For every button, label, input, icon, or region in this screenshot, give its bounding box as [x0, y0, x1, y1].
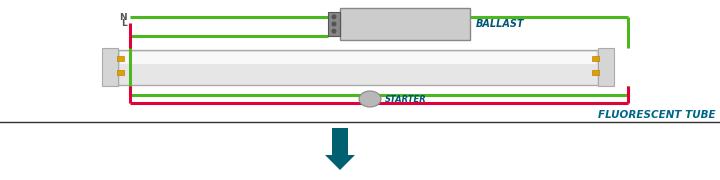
Bar — [328, 12, 340, 36]
Bar — [117, 56, 124, 61]
Bar — [592, 56, 599, 61]
Polygon shape — [325, 128, 355, 170]
Bar — [598, 48, 614, 86]
Circle shape — [332, 22, 336, 26]
Bar — [118, 50, 598, 85]
Text: N: N — [120, 12, 127, 21]
Bar — [120, 52, 596, 64]
Bar — [592, 70, 599, 75]
Text: FLUORESCENT TUBE: FLUORESCENT TUBE — [598, 110, 716, 120]
Bar — [117, 70, 124, 75]
Bar — [340, 8, 470, 40]
Text: STARTER: STARTER — [385, 94, 427, 103]
Text: BALLAST: BALLAST — [476, 19, 524, 29]
Circle shape — [332, 29, 336, 33]
Ellipse shape — [359, 91, 381, 107]
Circle shape — [332, 15, 336, 19]
Text: L: L — [121, 19, 127, 28]
Bar — [102, 48, 118, 86]
